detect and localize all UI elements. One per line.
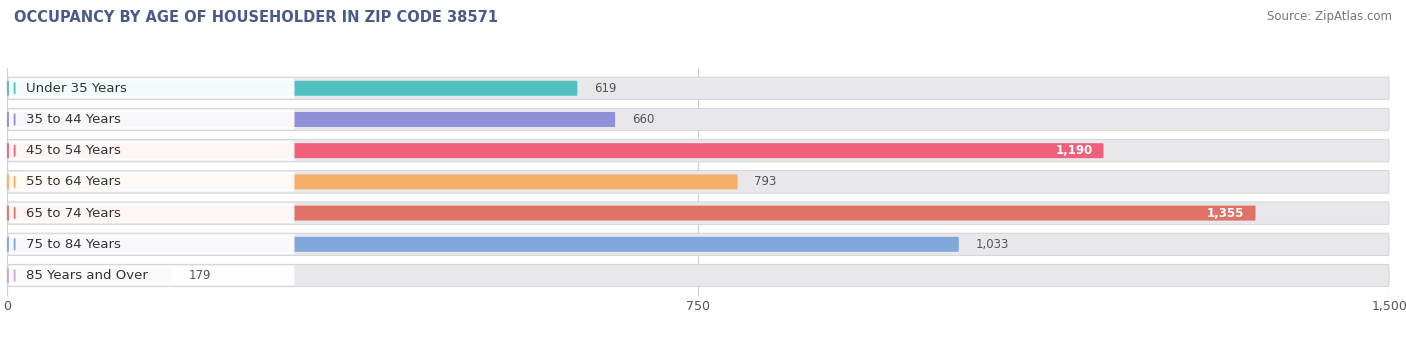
- FancyBboxPatch shape: [7, 174, 738, 189]
- FancyBboxPatch shape: [8, 203, 294, 223]
- FancyBboxPatch shape: [8, 109, 294, 130]
- FancyBboxPatch shape: [8, 266, 294, 285]
- FancyBboxPatch shape: [7, 171, 1389, 193]
- Text: 179: 179: [188, 269, 211, 282]
- FancyBboxPatch shape: [8, 172, 294, 192]
- FancyBboxPatch shape: [7, 139, 1389, 162]
- FancyBboxPatch shape: [7, 143, 1104, 158]
- Text: 65 to 74 Years: 65 to 74 Years: [25, 207, 121, 220]
- FancyBboxPatch shape: [7, 233, 1389, 256]
- Text: Source: ZipAtlas.com: Source: ZipAtlas.com: [1267, 10, 1392, 23]
- FancyBboxPatch shape: [7, 237, 959, 252]
- FancyBboxPatch shape: [7, 77, 1389, 100]
- FancyBboxPatch shape: [7, 108, 1389, 131]
- Text: Under 35 Years: Under 35 Years: [25, 82, 127, 95]
- Text: 1,355: 1,355: [1208, 207, 1244, 220]
- FancyBboxPatch shape: [7, 264, 1389, 287]
- FancyBboxPatch shape: [7, 81, 578, 96]
- Text: 35 to 44 Years: 35 to 44 Years: [25, 113, 121, 126]
- Text: 660: 660: [631, 113, 654, 126]
- Text: 1,190: 1,190: [1054, 144, 1092, 157]
- Text: 793: 793: [754, 175, 776, 188]
- Text: 1,033: 1,033: [976, 238, 1008, 251]
- Text: 85 Years and Over: 85 Years and Over: [25, 269, 148, 282]
- Text: 619: 619: [593, 82, 616, 95]
- FancyBboxPatch shape: [8, 141, 294, 160]
- Text: OCCUPANCY BY AGE OF HOUSEHOLDER IN ZIP CODE 38571: OCCUPANCY BY AGE OF HOUSEHOLDER IN ZIP C…: [14, 10, 498, 25]
- FancyBboxPatch shape: [7, 202, 1389, 224]
- FancyBboxPatch shape: [7, 112, 616, 127]
- Text: 55 to 64 Years: 55 to 64 Years: [25, 175, 121, 188]
- FancyBboxPatch shape: [7, 206, 1256, 221]
- FancyBboxPatch shape: [7, 268, 172, 283]
- FancyBboxPatch shape: [8, 234, 294, 254]
- FancyBboxPatch shape: [8, 79, 294, 98]
- Text: 45 to 54 Years: 45 to 54 Years: [25, 144, 121, 157]
- Text: 75 to 84 Years: 75 to 84 Years: [25, 238, 121, 251]
